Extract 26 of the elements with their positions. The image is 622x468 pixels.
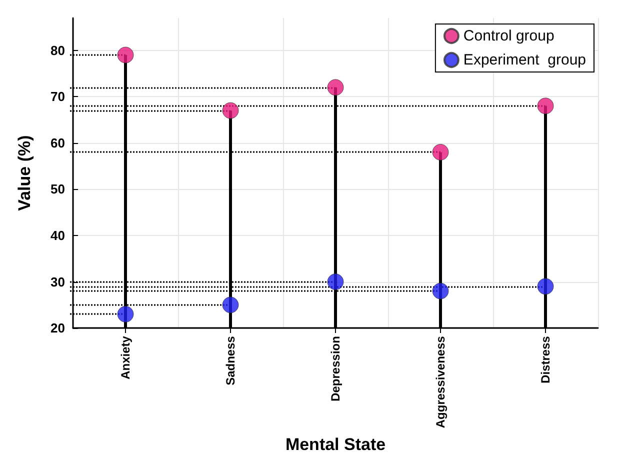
point	[117, 46, 134, 64]
legend-label: Control group	[463, 28, 554, 44]
x-tick-label: Sadness	[224, 336, 238, 386]
y-axis-title: Value (%)	[15, 135, 34, 211]
x-tick-label: Distress	[538, 336, 552, 384]
point	[537, 98, 554, 114]
legend-label: Experiment group	[463, 52, 586, 68]
point	[222, 102, 239, 119]
x-tick-label: Anxiety	[118, 336, 132, 380]
y-tick-label: 40	[50, 228, 65, 243]
y-tick-label: 30	[50, 274, 65, 290]
y-tick-label: 50	[50, 182, 65, 197]
point	[432, 144, 449, 160]
y-tick-label: 70	[50, 89, 65, 104]
point	[537, 278, 554, 295]
point	[117, 306, 134, 322]
y-tick-label: 20	[50, 320, 65, 336]
point	[222, 296, 239, 314]
point	[432, 282, 449, 300]
point	[327, 79, 344, 96]
y-tick-label: 60	[50, 135, 65, 150]
point	[327, 274, 344, 290]
x-axis-title: Mental State	[285, 435, 386, 454]
x-tick-label: Aggressiveness	[434, 336, 448, 428]
x-tick-label: Depression	[328, 336, 342, 402]
y-tick-label: 80	[50, 42, 65, 58]
